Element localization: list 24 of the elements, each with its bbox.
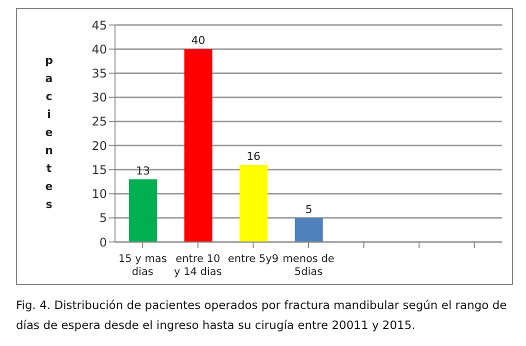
data-label: 5 bbox=[305, 202, 312, 216]
x-tick-label: menos de 5dias bbox=[282, 253, 334, 278]
y-tick-label: 25 bbox=[92, 114, 107, 129]
x-tick-label: entre 10 y 14 dias bbox=[174, 253, 222, 278]
x-tick-label: 15 y mas dias bbox=[118, 253, 167, 278]
data-label: 40 bbox=[191, 34, 206, 48]
y-tick-label: 5 bbox=[99, 211, 107, 226]
data-label: 13 bbox=[136, 164, 150, 178]
y-tick-label: 40 bbox=[92, 42, 107, 56]
data-label: 16 bbox=[246, 150, 261, 163]
y-tick-label: 10 bbox=[92, 187, 107, 202]
bar bbox=[294, 218, 323, 242]
y-tick-label: 45 bbox=[92, 18, 107, 32]
y-tick-label: 30 bbox=[92, 90, 107, 105]
caption: Fig. 4. Distribución de pacientes operados por fractura mandibular según el rango de días de espera desde el ingreso hasta su cirugía entre 20011 y 2015. bbox=[16, 297, 508, 334]
y-tick-label: 20 bbox=[92, 138, 107, 153]
y-tick-label: 35 bbox=[92, 66, 107, 80]
y-tick-label: 15 bbox=[92, 162, 107, 177]
y-tick-label: 0 bbox=[99, 235, 107, 250]
bar bbox=[129, 179, 157, 242]
bar bbox=[240, 164, 268, 242]
text: pacientes bbox=[45, 54, 53, 211]
x-tick-label: entre 5y9 bbox=[228, 253, 279, 265]
bar bbox=[184, 49, 212, 242]
